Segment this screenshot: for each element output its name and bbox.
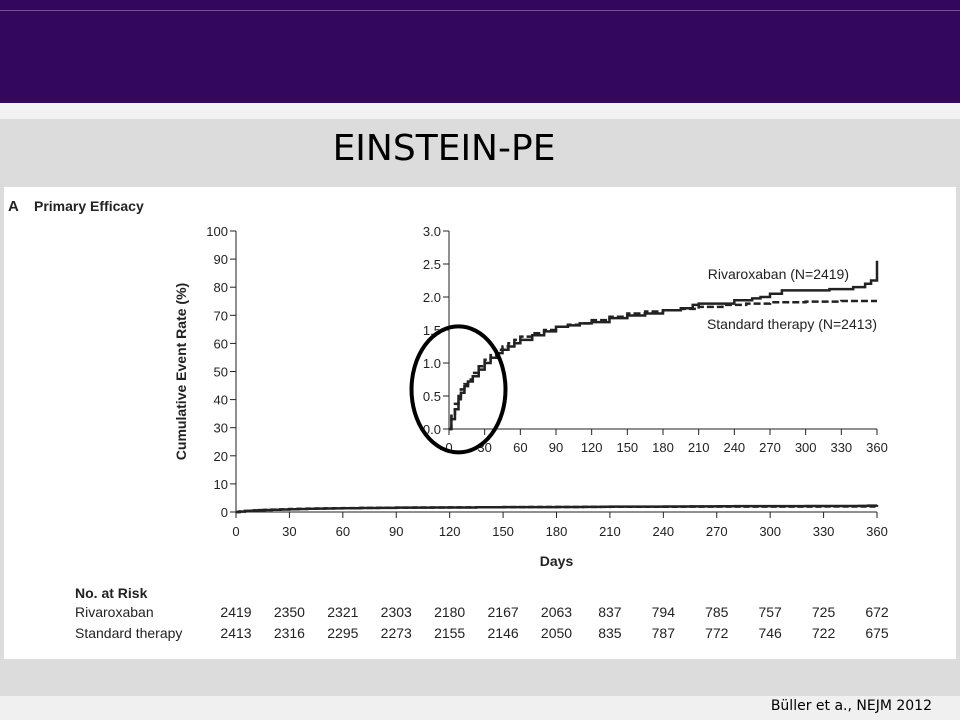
- inset-curve-standard-therapy: [449, 299, 877, 431]
- figure-panel: A Primary Efficacy 0 10 20 30 40 50 60 70 80 90 100 0…: [4, 187, 956, 659]
- x-tick-label: 330: [813, 524, 835, 539]
- inset-y-tick-label: 0.0: [423, 422, 441, 437]
- risk-value: 725: [812, 604, 836, 620]
- inset-x-tick-label: 120: [581, 440, 603, 455]
- footer-strip: [0, 696, 960, 720]
- risk-value: 837: [598, 604, 622, 620]
- y-tick-label: 70: [214, 308, 228, 323]
- main-curve-standard-therapy: [236, 505, 877, 514]
- risk-value: 835: [598, 625, 622, 641]
- title-bar: [0, 119, 960, 184]
- y-tick-label: 90: [214, 252, 228, 267]
- x-tick-label: 60: [336, 524, 350, 539]
- risk-value: 2146: [488, 625, 519, 641]
- risk-row-label: Rivaroxaban: [75, 604, 154, 620]
- x-tick-label: 90: [389, 524, 403, 539]
- risk-table-heading: No. at Risk: [75, 585, 148, 601]
- y-axis-label: Cumulative Event Rate (%): [173, 283, 189, 460]
- x-axis-label: Days: [540, 553, 574, 569]
- risk-value: 2155: [434, 625, 465, 641]
- x-tick-label: 300: [759, 524, 781, 539]
- inset-y-tick-label: 2.0: [423, 290, 441, 305]
- inset-x-tick-label: 360: [866, 440, 888, 455]
- risk-value: 672: [865, 604, 889, 620]
- inset-y-tick-label: 3.0: [423, 224, 441, 239]
- x-tick-label: 270: [706, 524, 728, 539]
- x-tick-label: 240: [652, 524, 674, 539]
- risk-value: 794: [652, 604, 676, 620]
- risk-value: 757: [758, 604, 782, 620]
- risk-value: 746: [758, 625, 782, 641]
- panel-letter: A: [8, 198, 19, 215]
- y-tick-label: 100: [206, 224, 228, 239]
- x-tick-label: 0: [232, 524, 239, 539]
- y-tick-label: 40: [214, 393, 228, 408]
- header-gap: [0, 103, 960, 119]
- inset-x-tick-label: 210: [688, 440, 710, 455]
- inset-y-tick-label: 0.5: [423, 389, 441, 404]
- risk-value: 2303: [381, 604, 412, 620]
- x-tick-label: 30: [282, 524, 296, 539]
- risk-value: 675: [865, 625, 889, 641]
- y-tick-label: 20: [214, 449, 228, 464]
- inset-x-tick-label: 300: [795, 440, 817, 455]
- citation: Büller et a., NEJM 2012: [770, 698, 932, 714]
- inset-y-tick-label: 2.5: [423, 257, 441, 272]
- risk-value: 787: [652, 625, 676, 641]
- risk-value: 2273: [381, 625, 412, 641]
- risk-value: 2167: [488, 604, 519, 620]
- y-tick-label: 10: [214, 477, 228, 492]
- header-band: [0, 0, 960, 103]
- risk-value: 785: [705, 604, 729, 620]
- x-tick-label: 150: [492, 524, 514, 539]
- header-rule: [0, 10, 960, 11]
- highlight-circle: [409, 324, 508, 455]
- risk-value: 2316: [274, 625, 305, 641]
- km-chart: A Primary Efficacy 0 10 20 30 40 50 60 70 80 90 100 0…: [8, 198, 889, 641]
- y-tick-label: 50: [214, 365, 228, 380]
- inset-curve-rivaroxaban: [449, 260, 879, 431]
- risk-value: 2050: [541, 625, 572, 641]
- risk-value: 2321: [327, 604, 358, 620]
- inset-x-tick-label: 90: [549, 440, 563, 455]
- inset-x-tick-label: 270: [759, 440, 781, 455]
- risk-value: 2350: [274, 604, 305, 620]
- risk-value: 772: [705, 625, 729, 641]
- inset-x-tick-label: 0: [445, 440, 452, 455]
- inset-x-tick-label: 60: [513, 440, 527, 455]
- y-tick-label: 30: [214, 421, 228, 436]
- y-tick-label: 80: [214, 280, 228, 295]
- x-tick-label: 210: [599, 524, 621, 539]
- inset-y-tick-label: 1.0: [423, 356, 441, 371]
- series-label-rivaroxaban: Rivaroxaban (N=2419): [708, 266, 849, 282]
- risk-row-label: Standard therapy: [75, 625, 182, 641]
- inset-x-tick-label: 150: [616, 440, 638, 455]
- chart-title: Primary Efficacy: [34, 198, 144, 214]
- inset-x-tick-label: 240: [723, 440, 745, 455]
- slide-title: EINSTEIN-PE: [332, 128, 556, 169]
- x-tick-label: 360: [866, 524, 888, 539]
- risk-value: 722: [812, 625, 836, 641]
- risk-value: 2295: [327, 625, 358, 641]
- y-tick-label: 0: [221, 505, 228, 520]
- inset-x-tick-label: 180: [652, 440, 674, 455]
- risk-value: 2180: [434, 604, 465, 620]
- y-tick-label: 60: [214, 336, 228, 351]
- risk-value: 2419: [220, 604, 251, 620]
- risk-value: 2063: [541, 604, 572, 620]
- x-tick-label: 120: [439, 524, 461, 539]
- risk-value: 2413: [220, 625, 251, 641]
- inset-x-tick-label: 330: [830, 440, 852, 455]
- x-tick-label: 180: [546, 524, 568, 539]
- series-label-standard-therapy: Standard therapy (N=2413): [707, 316, 877, 332]
